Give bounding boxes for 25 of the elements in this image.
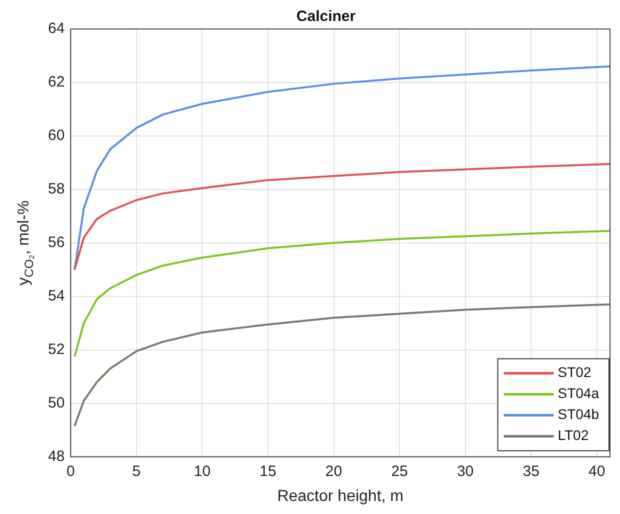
legend-label: ST02 xyxy=(558,364,592,380)
legend-label: ST04a xyxy=(558,385,600,402)
y-tick-label: 62 xyxy=(48,74,65,91)
x-tick-label: 10 xyxy=(194,462,211,480)
x-axis-title: Reactor height, m xyxy=(277,488,404,505)
y-tick-label: 54 xyxy=(48,288,65,305)
x-tick-label: 35 xyxy=(522,462,540,480)
y-tick-label: 58 xyxy=(48,180,65,198)
x-tick-label: 15 xyxy=(260,462,276,480)
y-tick-label: 60 xyxy=(48,127,65,144)
legend-label: LT02 xyxy=(558,427,589,444)
x-tick-label: 25 xyxy=(391,462,408,480)
x-tick-label: 0 xyxy=(66,462,75,480)
y-axis-title: yCO₂, mol-% xyxy=(15,200,36,286)
x-tick-label: 5 xyxy=(132,462,141,480)
y-tick-label: 52 xyxy=(48,340,65,358)
y-tick-label: 48 xyxy=(48,448,65,465)
x-tick-label: 20 xyxy=(325,462,342,480)
legend-label: ST04b xyxy=(558,406,600,422)
x-tick-label: 30 xyxy=(456,462,474,480)
x-tick-label: 40 xyxy=(588,462,606,480)
chart-title: Calciner xyxy=(296,8,356,26)
y-tick-label: 50 xyxy=(48,394,65,412)
y-tick-label: 64 xyxy=(48,20,65,38)
y-tick-label: 56 xyxy=(48,234,65,252)
